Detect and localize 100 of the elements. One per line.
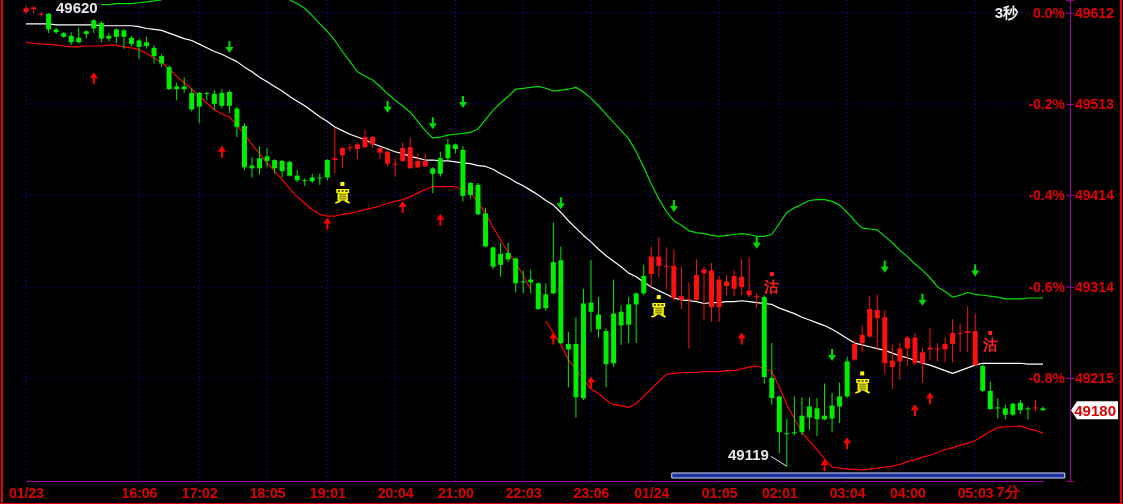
- data-label: 買: [333, 187, 350, 205]
- x-tick-label: 01/23: [8, 484, 45, 501]
- candlestick: [596, 296, 602, 339]
- candlestick: [897, 342, 903, 381]
- x-tick-label: 01:05: [701, 484, 738, 501]
- candlestick: [490, 245, 496, 270]
- candlestick: [889, 344, 895, 390]
- candlestick: [626, 296, 632, 344]
- candlestick: [1025, 406, 1031, 420]
- candlestick: [852, 339, 858, 362]
- x-tick-label: 17:02: [181, 484, 218, 501]
- candlestick: [347, 142, 353, 153]
- candlestick: [837, 382, 843, 424]
- candlestick: [279, 159, 285, 178]
- candlestick: [995, 397, 1001, 419]
- candlestick: [234, 106, 240, 138]
- candlestick: [151, 44, 157, 64]
- x-tick-label: 23:06: [573, 484, 610, 501]
- candlestick: [196, 91, 202, 124]
- data-label: 買: [650, 300, 667, 318]
- candlestick: [754, 292, 760, 309]
- candlestick: [377, 146, 383, 160]
- y2-tick-label: 0.0%: [1033, 4, 1066, 21]
- candlestick: [317, 173, 323, 186]
- annotation: 49119: [727, 446, 769, 464]
- candlestick: [189, 87, 195, 112]
- point: [860, 371, 865, 376]
- candlestick: [437, 151, 443, 178]
- candlestick: [633, 291, 639, 344]
- candlestick: [565, 331, 571, 388]
- candlestick: [791, 395, 797, 436]
- candlestick: [656, 236, 662, 278]
- candlestick: [731, 269, 737, 297]
- candlestick: [257, 145, 263, 176]
- candlestick: [219, 88, 225, 110]
- annotation: 49620: [56, 0, 98, 16]
- point: [656, 295, 661, 300]
- x-tick-label: 18:05: [249, 484, 286, 501]
- x-tick-label: 02:01: [761, 484, 798, 501]
- candlestick: [324, 158, 330, 181]
- candlestick: [332, 127, 338, 174]
- text: 7分: [996, 483, 1021, 500]
- data-label: 買: [853, 376, 870, 394]
- candlestick: [904, 335, 910, 367]
- x-tick-label: 16:06: [121, 484, 158, 501]
- x-tick-label: 20:04: [377, 484, 414, 501]
- candlestick: [121, 28, 127, 50]
- candlestick: [859, 325, 865, 353]
- candlestick: [618, 304, 624, 346]
- candlestick: [641, 264, 647, 296]
- x-tick-label: 01/24: [634, 484, 670, 501]
- candlestick: [166, 64, 172, 91]
- y-tick-label: 49612: [1075, 4, 1115, 21]
- y-tick-label: 49314: [1075, 278, 1115, 295]
- candlestick: [942, 337, 948, 363]
- candlestick: [829, 392, 835, 433]
- candlestick: [211, 89, 217, 111]
- candlestick: [226, 89, 232, 114]
- candlestick: [430, 166, 436, 194]
- candlestick: [965, 305, 971, 353]
- candlestick: [98, 20, 104, 43]
- candlestick: [769, 342, 775, 406]
- y2-tick-label: -0.8%: [1028, 369, 1066, 386]
- candlestick: [400, 142, 406, 163]
- candlestick: [686, 281, 692, 350]
- candlestick: [264, 147, 270, 168]
- data-label: 沽: [981, 336, 998, 354]
- candlestick: [498, 242, 504, 278]
- x-tick-label: 03:04: [829, 484, 866, 501]
- candlestick: [919, 347, 925, 384]
- candlestick: [1032, 399, 1038, 412]
- point: [340, 181, 345, 186]
- y-tick-label: 49513: [1075, 95, 1115, 112]
- point: [828, 349, 837, 361]
- candlestick: [407, 137, 413, 169]
- x-tick-label: 22:03: [505, 484, 542, 501]
- text: 49180: [1074, 401, 1116, 419]
- point: [988, 330, 993, 335]
- y-tick-label: 49414: [1075, 186, 1115, 203]
- annotation: 3秒: [994, 4, 1019, 21]
- candlestick: [784, 417, 790, 467]
- candlestick: [38, 11, 44, 18]
- candlestick: [648, 245, 654, 288]
- point: [769, 272, 774, 277]
- x-tick-label: 19:01: [309, 484, 346, 501]
- candlestick: [520, 269, 526, 294]
- x-tick-label: 21:00: [437, 484, 475, 501]
- candlestick: [505, 242, 511, 263]
- candlestick: [663, 246, 669, 291]
- candlestick: [806, 396, 812, 431]
- candlestick: [935, 342, 941, 362]
- candlestick: [724, 274, 730, 296]
- candlestick: [339, 146, 345, 169]
- x-tick-label: 04:00: [889, 484, 927, 501]
- data-label: 沽: [763, 277, 780, 295]
- candlestick: [543, 282, 549, 312]
- candlestick: [957, 323, 963, 353]
- y2-tick-label: -0.6%: [1028, 278, 1066, 295]
- candlestick: [53, 27, 59, 35]
- candlestick: [445, 138, 451, 161]
